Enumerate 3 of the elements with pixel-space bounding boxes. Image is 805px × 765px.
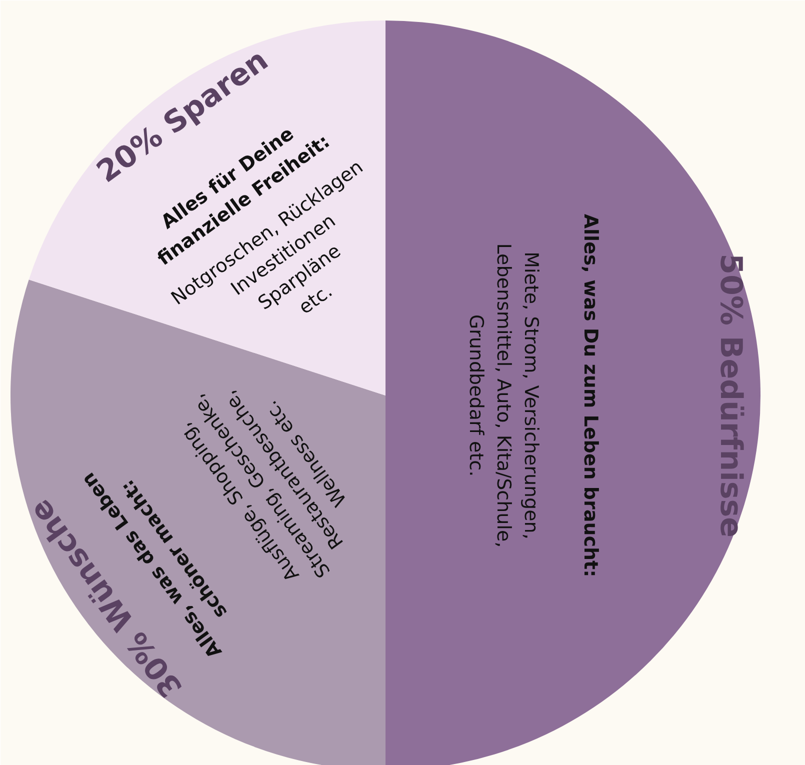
text: Miete, Strom, Versicherungen, Lebensmittel, Auto, Kita/Schule, Grundbedarf etc.	[465, 243, 542, 548]
text: Alles, was Du zum Leben braucht:	[580, 214, 602, 578]
slice-label: 50% Bedürfnisse	[713, 254, 748, 538]
